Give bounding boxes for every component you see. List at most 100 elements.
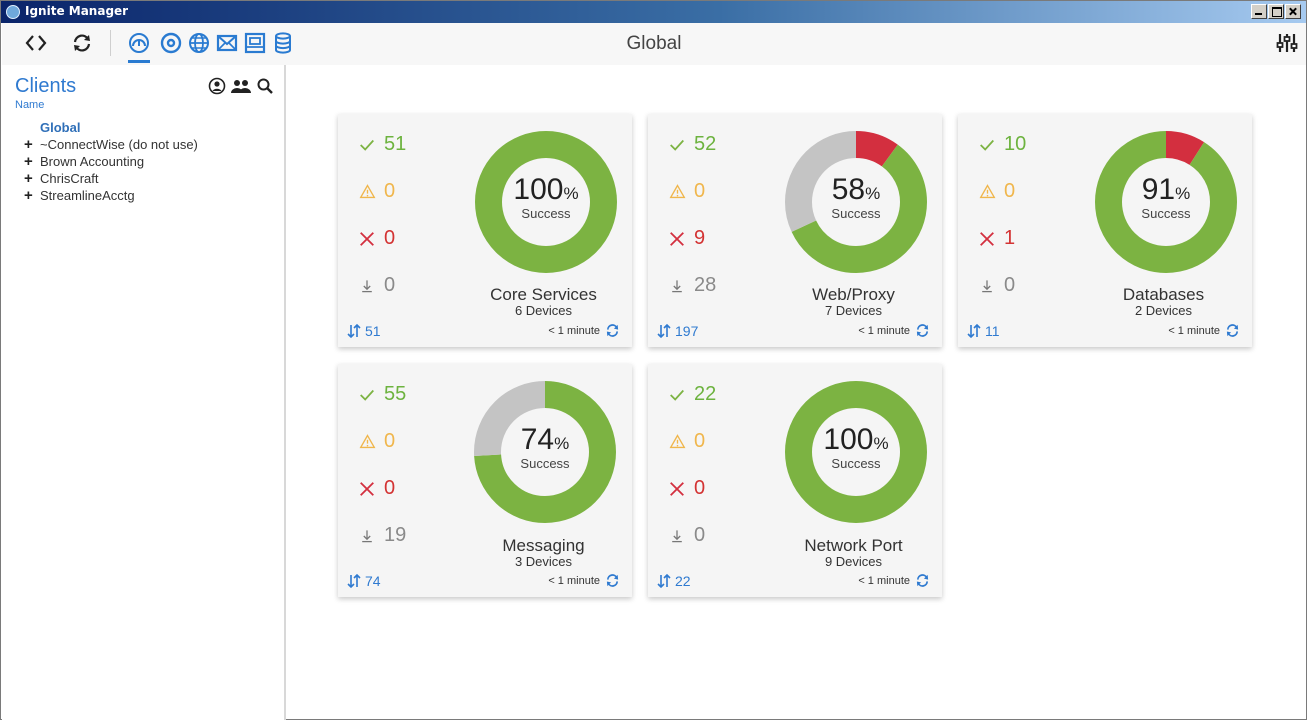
inbox-icon[interactable] <box>243 31 267 55</box>
error-count[interactable]: 0 <box>666 477 705 500</box>
last-updated-value: < 1 minute <box>1168 324 1220 337</box>
expand-icon[interactable]: + <box>24 170 33 187</box>
globe-icon[interactable] <box>187 31 211 55</box>
warning-count-value: 0 <box>694 430 706 452</box>
unknown-count[interactable]: 19 <box>356 524 406 547</box>
service-card[interactable]: 10 0 1 0 91% Success Databases 2 Devices 11 < 1 m… <box>958 114 1252 347</box>
success-percent: 100% <box>784 423 928 457</box>
unknown-count[interactable]: 0 <box>356 274 395 297</box>
success-percent: 100% <box>474 173 618 207</box>
success-label: Success <box>520 456 570 471</box>
last-updated-value: < 1 minute <box>548 324 600 337</box>
download-icon <box>356 275 378 297</box>
success-segment <box>785 131 927 273</box>
card-title: Databases <box>1122 285 1205 304</box>
warning-count-value: 0 <box>384 180 396 202</box>
download-icon <box>976 275 998 297</box>
unknown-count[interactable]: 28 <box>666 274 716 297</box>
error-count[interactable]: 0 <box>356 227 395 250</box>
device-count: 2 Devices <box>1134 303 1193 318</box>
disk-icon[interactable] <box>159 31 183 55</box>
ok-count[interactable]: 22 <box>666 383 716 406</box>
last-updated-value: < 1 minute <box>548 574 600 587</box>
error-x-icon <box>666 228 688 250</box>
group-icon[interactable] <box>230 77 252 95</box>
success-donut: 58% Success <box>784 130 928 274</box>
warning-count[interactable]: 0 <box>356 430 395 453</box>
database-icon[interactable] <box>271 31 295 55</box>
ok-count-value: 22 <box>694 383 717 405</box>
total-count[interactable]: 74 <box>347 573 381 589</box>
success-percent: 58% <box>784 173 928 207</box>
minimize-button[interactable] <box>1251 4 1267 19</box>
service-card[interactable]: 51 0 0 0 100% Success Core Services 6 Devices 51… <box>338 114 632 347</box>
dashboard-icon[interactable] <box>127 31 151 55</box>
title-bar[interactable]: Ignite Manager <box>1 1 1306 23</box>
total-count[interactable]: 51 <box>347 323 381 339</box>
warning-count[interactable]: 0 <box>666 180 705 203</box>
card-title: Messaging <box>502 536 585 555</box>
success-segment <box>475 131 617 273</box>
code-nav-icon[interactable] <box>24 31 48 55</box>
ok-count[interactable]: 10 <box>976 133 1026 156</box>
refresh-icon[interactable] <box>70 31 94 55</box>
mail-icon[interactable] <box>215 31 239 55</box>
error-count[interactable]: 0 <box>356 477 395 500</box>
download-icon <box>666 275 688 297</box>
success-segment <box>785 381 927 523</box>
error-x-icon <box>356 478 378 500</box>
tree-item-global[interactable]: Global <box>40 120 81 135</box>
ok-count[interactable]: 55 <box>356 383 406 406</box>
expand-icon[interactable]: + <box>24 153 33 170</box>
sort-arrows-icon <box>967 323 981 339</box>
expand-icon[interactable]: + <box>24 136 33 153</box>
ok-count-value: 51 <box>384 133 407 155</box>
error-count[interactable]: 9 <box>666 227 705 250</box>
tree-item[interactable]: + Brown Accounting <box>24 153 198 170</box>
expand-icon[interactable]: + <box>24 187 33 204</box>
warning-count[interactable]: 0 <box>976 180 1015 203</box>
close-button[interactable] <box>1285 4 1301 19</box>
service-card[interactable]: 55 0 0 19 74% Success Messaging 3 Devices 74 < 1 … <box>338 364 632 597</box>
error-x-icon <box>976 228 998 250</box>
user-icon[interactable] <box>208 77 226 95</box>
ok-count[interactable]: 51 <box>356 133 406 156</box>
last-updated: < 1 minute <box>858 573 930 588</box>
service-card[interactable]: 22 0 0 0 100% Success Network Port 9 Devices 22 <… <box>648 364 942 597</box>
ok-count-value: 52 <box>694 133 717 155</box>
refresh-icon[interactable] <box>1225 323 1240 338</box>
ok-count[interactable]: 52 <box>666 133 716 156</box>
percent-sign: % <box>563 184 579 203</box>
warning-count[interactable]: 0 <box>356 180 395 203</box>
success-percent: 74% <box>473 423 617 457</box>
sidebar: Clients Name Global + ~ConnectWise (do no… <box>2 65 286 720</box>
warning-icon <box>976 181 998 203</box>
settings-sliders-icon[interactable] <box>1275 31 1299 55</box>
warning-count[interactable]: 0 <box>666 430 705 453</box>
maximize-button[interactable] <box>1268 4 1284 19</box>
refresh-icon[interactable] <box>605 323 620 338</box>
success-label: Success <box>521 206 571 221</box>
tree-item[interactable]: + StreamlineAcctg <box>24 187 198 204</box>
unknown-count[interactable]: 0 <box>666 524 705 547</box>
error-count[interactable]: 1 <box>976 227 1015 250</box>
tree-item[interactable]: + ~ConnectWise (do not use) <box>24 136 198 153</box>
tree-item[interactable]: + ChrisCraft <box>24 170 198 187</box>
refresh-icon[interactable] <box>915 573 930 588</box>
service-card[interactable]: 52 0 9 28 58% Success Web/Proxy 7 Devices 197 < 1… <box>648 114 942 347</box>
search-icon[interactable] <box>256 77 274 95</box>
refresh-icon[interactable] <box>605 573 620 588</box>
success-donut: 100% Success <box>474 130 618 274</box>
total-count[interactable]: 22 <box>657 573 691 589</box>
last-updated-value: < 1 minute <box>858 324 910 337</box>
success-percent-value: 91 <box>1141 173 1176 206</box>
warning-icon <box>356 181 378 203</box>
total-count[interactable]: 11 <box>967 323 1000 339</box>
unknown-count[interactable]: 0 <box>976 274 1015 297</box>
sidebar-sort-label[interactable]: Name <box>15 99 45 111</box>
percent-sign: % <box>873 434 889 453</box>
toolbar-separator <box>110 30 111 56</box>
total-count[interactable]: 197 <box>657 323 698 339</box>
refresh-icon[interactable] <box>915 323 930 338</box>
last-updated: < 1 minute <box>548 573 620 588</box>
